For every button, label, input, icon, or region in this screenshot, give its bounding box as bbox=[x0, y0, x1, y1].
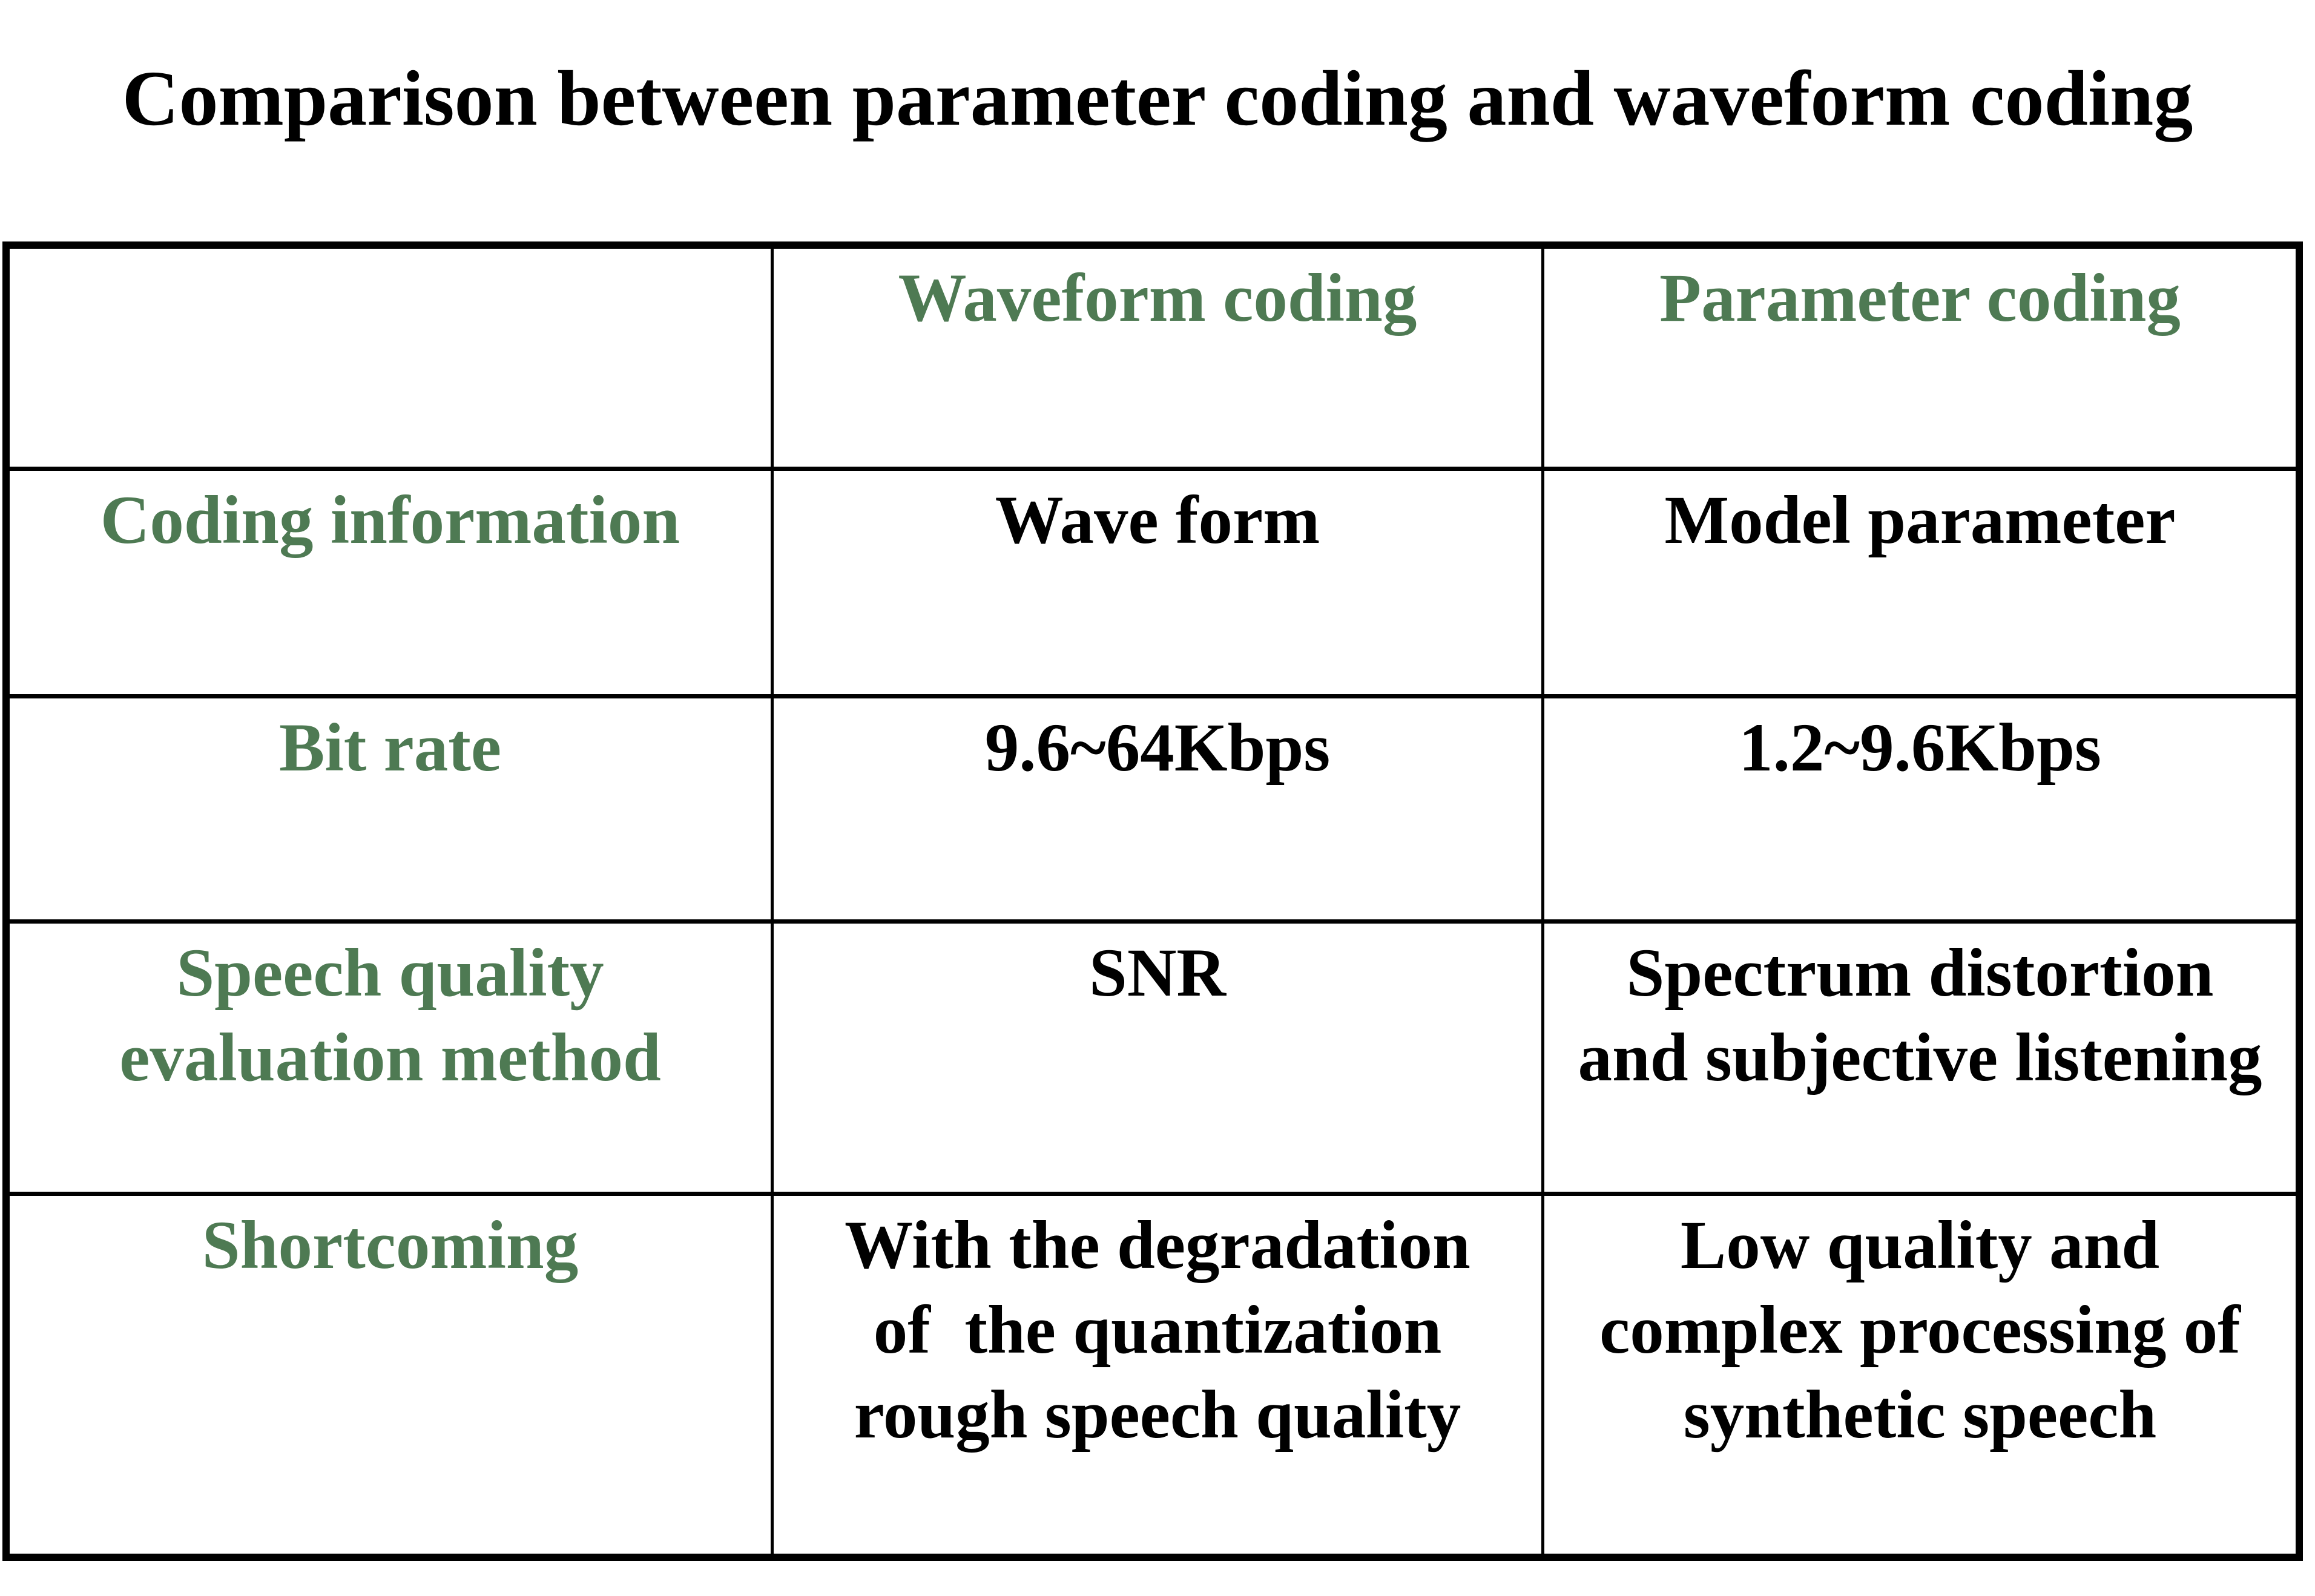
row-label-speech-quality-evaluation: Speech quality evaluation method bbox=[119, 935, 661, 1095]
row-label-coding-information: Coding information bbox=[100, 482, 680, 558]
table-header-row: Waveform coding Parameter coding bbox=[10, 249, 2296, 471]
cell-parameter-bit-rate: 1.2~9.6Kbps bbox=[1541, 698, 2296, 919]
table-row-speech-quality-evaluation: Speech quality evaluation method SNR Spe… bbox=[10, 924, 2296, 1196]
comparison-table: Waveform coding Parameter coding Coding … bbox=[2, 241, 2303, 1561]
table-row-bit-rate: Bit rate 9.6~64Kbps 1.2~9.6Kbps bbox=[10, 698, 2296, 924]
header-parameter-coding: Parameter coding bbox=[1541, 249, 2296, 467]
table-row-coding-information: Coding information Wave form Model param… bbox=[10, 471, 2296, 698]
page-title: Comparison between parameter coding and … bbox=[122, 55, 2193, 142]
cell-parameter-coding-information: Model parameter bbox=[1541, 471, 2296, 694]
row-label-shortcoming: Shortcoming bbox=[202, 1207, 579, 1283]
slide: { "title": "Comparison between parameter… bbox=[0, 53, 2315, 1596]
row-label-bit-rate: Bit rate bbox=[278, 710, 502, 786]
cell-waveform-evaluation-method: SNR bbox=[771, 924, 1541, 1192]
cell-parameter-evaluation-method: Spectrum distortion and subjective liste… bbox=[1541, 924, 2296, 1192]
table-row-shortcoming: Shortcoming With the degradation of the … bbox=[10, 1196, 2296, 1554]
cell-waveform-shortcoming: With the degradation of the quantization… bbox=[771, 1196, 1541, 1554]
cell-waveform-bit-rate: 9.6~64Kbps bbox=[771, 698, 1541, 919]
header-empty-cell bbox=[10, 249, 771, 467]
header-waveform-coding: Waveform coding bbox=[771, 249, 1541, 467]
cell-waveform-coding-information: Wave form bbox=[771, 471, 1541, 694]
cell-parameter-shortcoming: Low quality and complex processing of sy… bbox=[1541, 1196, 2296, 1554]
